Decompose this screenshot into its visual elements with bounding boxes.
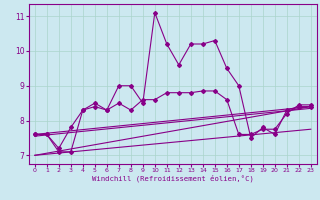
X-axis label: Windchill (Refroidissement éolien,°C): Windchill (Refroidissement éolien,°C)	[92, 175, 254, 182]
